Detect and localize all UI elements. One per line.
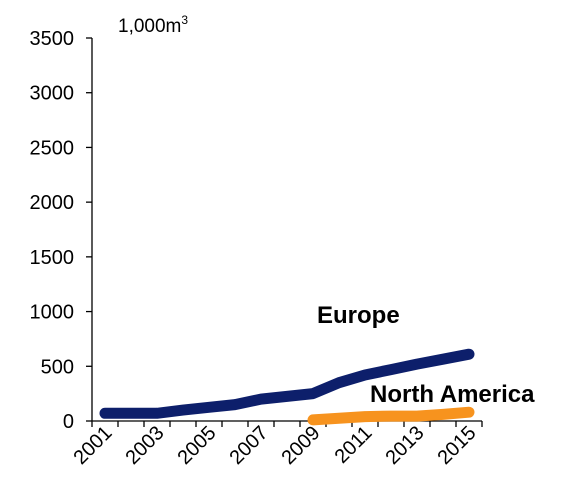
unit-label-text: 1,000m	[118, 16, 181, 37]
legend-label-europe: Europe	[317, 302, 400, 329]
series-lines	[99, 348, 475, 426]
y-axis: 0 500 1000 1500 2000 2500 3000 3500	[30, 28, 93, 433]
y-tick-label: 2500	[30, 137, 75, 159]
unit-label-superscript: 3	[181, 13, 188, 27]
x-tick-label: 2009	[278, 422, 325, 469]
unit-label: 1,000m3	[118, 13, 188, 37]
y-tick-label: 0	[63, 411, 74, 433]
y-tick-label: 1500	[30, 247, 75, 269]
y-tick-label: 3500	[30, 28, 75, 50]
x-tick-label: 2005	[174, 422, 221, 469]
x-tick-label: 2011	[331, 422, 377, 468]
x-tick-label: 2007	[226, 422, 273, 469]
series-line-europe	[99, 348, 475, 419]
series-line-north-america	[307, 406, 475, 426]
y-tick-label: 3000	[30, 83, 75, 105]
x-axis: 2001 2003 2005 2007 2009 2011 2013 2015	[70, 420, 483, 469]
x-tick-label: 2015	[434, 422, 481, 469]
legend-label-north-america: North America	[370, 381, 535, 408]
x-tick-label: 2001	[70, 422, 117, 469]
y-tick-label: 500	[41, 356, 74, 378]
x-tick-label: 2013	[382, 422, 429, 469]
x-tick-label: 2003	[122, 422, 169, 469]
y-tick-label: 1000	[30, 302, 75, 324]
y-tick-label: 2000	[30, 192, 75, 214]
